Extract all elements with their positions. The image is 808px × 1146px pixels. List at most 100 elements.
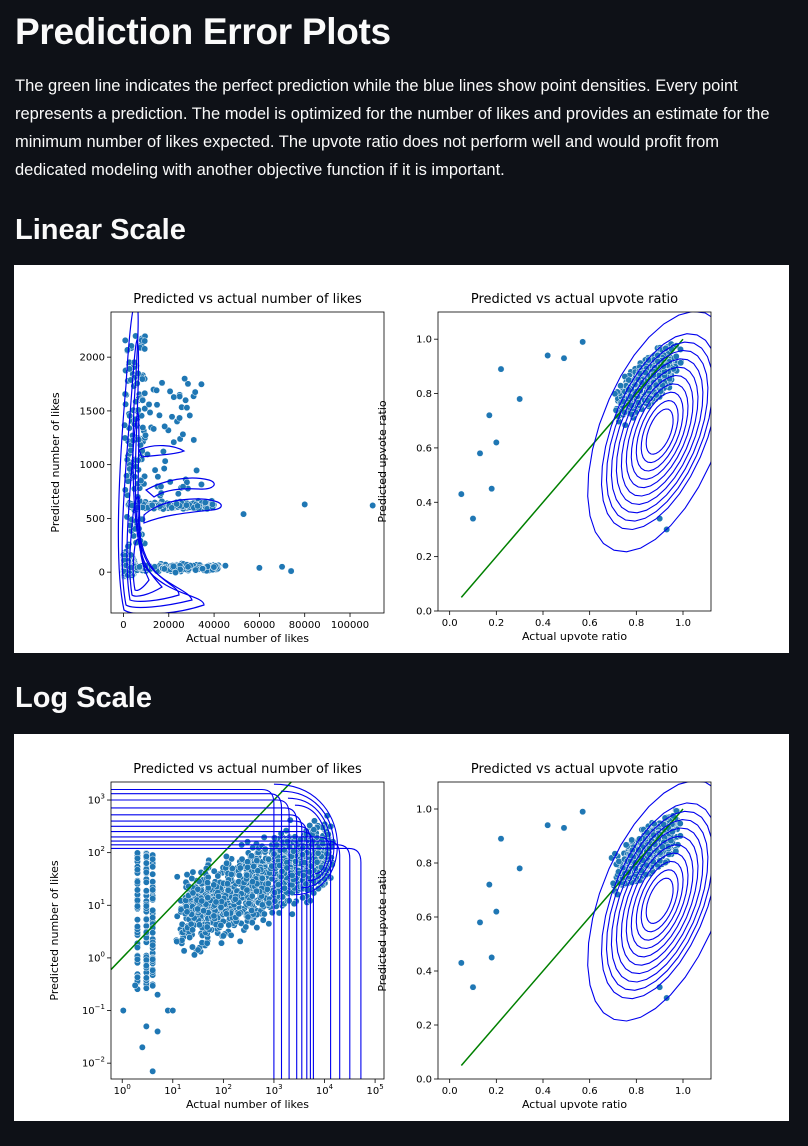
x-tick-label: 103	[265, 1083, 282, 1097]
data-point	[133, 886, 141, 894]
data-point	[654, 351, 662, 359]
figure-log: 100 101 102 103 104 105 10−2 10−1 100 101 102 103 Pr…	[14, 734, 789, 1121]
y-tick-label: 102	[88, 845, 105, 859]
density-contour	[605, 810, 711, 991]
density-contour	[111, 825, 311, 1079]
data-point	[243, 886, 251, 894]
density-contour	[620, 366, 699, 497]
data-point	[194, 885, 202, 893]
data-point	[225, 921, 233, 929]
data-point	[150, 425, 158, 433]
intro-paragraph: The green line indicates the perfect pre…	[15, 77, 770, 179]
data-point	[287, 567, 295, 575]
data-point	[131, 473, 139, 481]
data-point	[210, 867, 218, 875]
density-contour	[273, 783, 338, 896]
chart-title: Predicted vs actual number of likes	[133, 762, 362, 777]
density-contours	[111, 783, 362, 1079]
data-point	[124, 346, 131, 354]
data-point	[579, 338, 587, 346]
data-point	[628, 836, 636, 844]
y-tick-label: 101	[88, 898, 105, 912]
data-point	[142, 868, 150, 876]
x-tick-label: 101	[164, 1083, 181, 1097]
data-point	[142, 431, 149, 439]
density-contour	[620, 835, 699, 966]
data-point	[469, 515, 477, 523]
x-tick-label: 0.0	[442, 618, 458, 629]
perfect-prediction-line	[460, 808, 684, 1066]
data-point	[170, 438, 178, 446]
data-point	[190, 436, 198, 444]
density-contours	[587, 312, 711, 553]
data-point	[173, 912, 181, 920]
data-point	[227, 931, 235, 939]
data-point	[244, 863, 252, 871]
density-contour	[111, 831, 314, 1079]
data-point	[189, 926, 196, 934]
data-point	[124, 542, 132, 550]
data-point	[244, 913, 252, 921]
data-point	[299, 871, 307, 879]
data-point	[210, 563, 218, 571]
data-point	[141, 389, 149, 397]
data-point	[218, 939, 225, 947]
data-point	[516, 864, 524, 872]
data-point	[201, 499, 209, 507]
data-point	[288, 910, 296, 918]
data-point	[271, 897, 279, 905]
data-point	[253, 887, 260, 895]
data-point	[149, 886, 157, 894]
data-point	[158, 379, 166, 387]
data-point	[224, 886, 232, 894]
data-point	[149, 855, 157, 863]
data-point	[133, 973, 141, 981]
data-point	[497, 365, 505, 373]
data-point	[204, 894, 212, 902]
density-contour	[111, 847, 362, 1079]
density-contour	[610, 349, 709, 514]
x-tick-label: 104	[316, 1083, 334, 1097]
density-contours	[587, 782, 711, 1022]
data-point	[199, 565, 206, 573]
data-point	[149, 982, 157, 990]
data-point	[142, 852, 150, 860]
data-point	[485, 411, 493, 419]
data-point	[204, 879, 212, 887]
axes-frame	[110, 311, 385, 614]
data-point	[119, 1007, 127, 1014]
x-tick-label: 0.2	[488, 618, 504, 629]
data-point	[244, 838, 251, 846]
density-contour	[111, 807, 298, 1079]
data-point	[134, 406, 142, 414]
data-point	[149, 870, 157, 878]
density-contour	[610, 819, 709, 983]
data-point	[299, 851, 306, 859]
y-tick-label: 0.8	[416, 859, 432, 870]
density-contour	[630, 383, 689, 480]
data-point	[221, 562, 229, 570]
data-point	[154, 991, 162, 999]
data-point	[253, 857, 261, 865]
data-point	[133, 902, 141, 910]
data-point	[314, 885, 322, 893]
density-contour	[615, 827, 704, 975]
density-contour	[635, 860, 684, 941]
data-point	[299, 894, 307, 902]
data-point	[238, 855, 246, 863]
data-point	[121, 336, 129, 344]
x-axis-label: Actual number of likes	[186, 632, 309, 645]
data-point	[142, 878, 150, 886]
data-point	[223, 880, 231, 888]
data-point	[121, 486, 129, 494]
density-contour	[587, 312, 711, 553]
data-point	[476, 449, 484, 457]
x-tick-label: 102	[215, 1083, 232, 1097]
data-point	[281, 884, 288, 892]
data-point	[677, 359, 685, 367]
data-point	[168, 504, 176, 512]
data-point	[153, 386, 161, 394]
data-point	[149, 966, 157, 974]
data-point	[142, 859, 150, 867]
density-contour	[640, 400, 679, 464]
